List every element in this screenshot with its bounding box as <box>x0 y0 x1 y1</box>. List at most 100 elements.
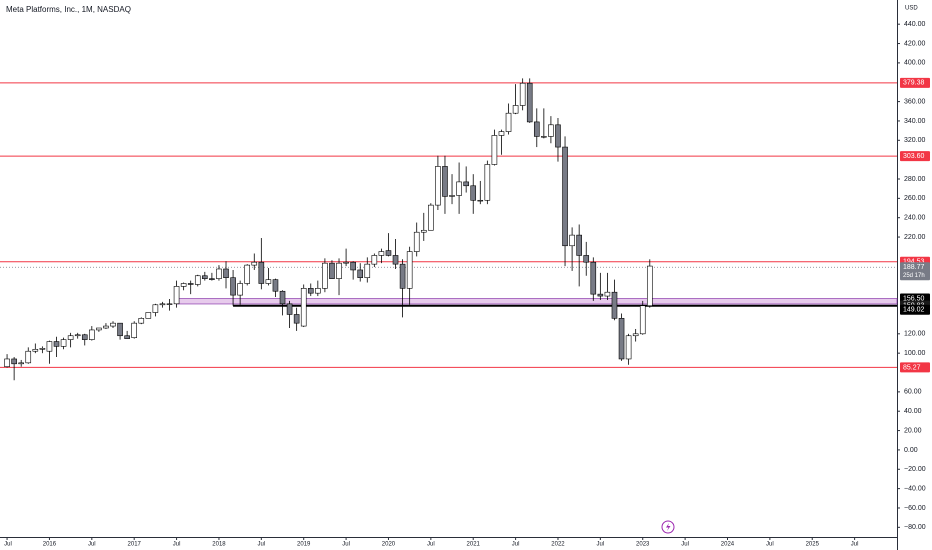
candle-body <box>505 112 512 132</box>
candle <box>350 261 356 280</box>
level-label-bg <box>900 362 930 373</box>
candle-body <box>512 105 519 114</box>
candle-body <box>244 264 251 284</box>
candle-body <box>420 229 427 233</box>
x-tick-label: 2025 <box>806 542 820 548</box>
x-tick-label: 2020 <box>382 542 396 548</box>
candle-body <box>413 231 420 252</box>
candle-body <box>357 269 364 278</box>
candle <box>435 155 441 210</box>
candle <box>583 241 590 276</box>
candle <box>307 283 314 297</box>
candle-body <box>46 341 53 352</box>
candle-body <box>315 288 321 294</box>
candle-body <box>89 329 95 340</box>
y-tick-label: 60.00 <box>904 389 922 396</box>
candle <box>470 174 477 214</box>
candle-body <box>180 283 187 287</box>
candle-body <box>187 283 194 285</box>
candle-body <box>300 288 307 327</box>
candle <box>279 290 286 316</box>
candle-body <box>533 121 540 137</box>
candle-body <box>117 322 123 337</box>
candle <box>89 326 95 341</box>
countdown-label: 25d 17h <box>903 273 925 279</box>
candle-body <box>576 234 582 256</box>
candle <box>11 357 17 381</box>
candle <box>519 78 526 111</box>
y-tick-label: 100.00 <box>904 350 926 357</box>
candle-body <box>307 288 314 294</box>
y-tick-label: 40.00 <box>904 408 922 415</box>
candle <box>611 279 618 321</box>
y-tick-label: 340.00 <box>904 118 926 125</box>
level-label-bg <box>900 77 930 88</box>
candle-body <box>632 333 639 337</box>
candle-body <box>618 318 625 360</box>
candle <box>180 282 187 291</box>
candle-body <box>173 286 180 305</box>
candle-body <box>4 358 10 368</box>
candle <box>625 333 632 365</box>
candle-body <box>279 290 286 305</box>
candle-body <box>456 181 462 196</box>
y-tick-label: 320.00 <box>904 137 926 144</box>
candle <box>145 312 152 319</box>
x-tick-label: Jul <box>427 542 435 548</box>
zone-high-label: 156.50 <box>903 295 925 302</box>
y-tick-label: 400.00 <box>904 60 926 67</box>
candle-body <box>498 131 505 136</box>
y-tick-label: 120.00 <box>904 331 926 338</box>
x-tick-label: Jul <box>681 542 689 548</box>
candle-body <box>96 327 102 331</box>
candle <box>60 337 67 350</box>
candle-body <box>385 250 392 256</box>
level-label: 379.38 <box>903 80 925 87</box>
candle-body <box>110 322 116 327</box>
candle-body <box>519 82 526 106</box>
candle <box>103 323 109 329</box>
candle <box>272 278 279 298</box>
candle <box>371 253 378 268</box>
candle <box>216 265 222 281</box>
candle-body <box>541 136 547 138</box>
candle-body <box>138 318 145 324</box>
candle-body <box>131 322 137 338</box>
candle <box>449 174 455 205</box>
candle <box>484 160 491 205</box>
candle <box>173 280 180 308</box>
candle-body <box>194 275 201 285</box>
candle <box>209 272 215 281</box>
candle-body <box>272 279 279 292</box>
y-tick-label: 20.00 <box>904 427 922 434</box>
candle <box>293 307 300 331</box>
candle <box>413 222 420 257</box>
lightning-icon[interactable] <box>661 520 675 534</box>
candle-body <box>103 325 109 329</box>
x-tick-label: Jul <box>766 542 774 548</box>
candle <box>81 333 88 346</box>
candle-body <box>223 268 229 278</box>
candle-body <box>81 334 88 340</box>
chart-title: Meta Platforms, Inc., 1M, NASDAQ <box>6 5 131 14</box>
candle <box>251 253 258 270</box>
candle <box>618 313 625 361</box>
candle-body <box>67 335 74 340</box>
y-tick-label: −40.00 <box>904 485 926 492</box>
candle-body <box>11 358 17 365</box>
x-tick-label: Jul <box>173 542 181 548</box>
candle-body <box>639 305 646 335</box>
x-tick-label: 2018 <box>212 542 226 548</box>
candle <box>597 272 604 300</box>
candle <box>569 227 575 271</box>
x-tick-label: 2016 <box>43 542 57 548</box>
candle <box>202 271 208 281</box>
candle-body <box>39 348 46 350</box>
y-tick-label: 260.00 <box>904 195 926 202</box>
icon-bolt[interactable] <box>666 523 671 531</box>
x-tick-label: 2024 <box>721 542 735 548</box>
x-tick-label: Jul <box>597 542 605 548</box>
candle-body <box>322 262 328 289</box>
candle <box>230 269 236 306</box>
x-tick-label: Jul <box>512 542 520 548</box>
